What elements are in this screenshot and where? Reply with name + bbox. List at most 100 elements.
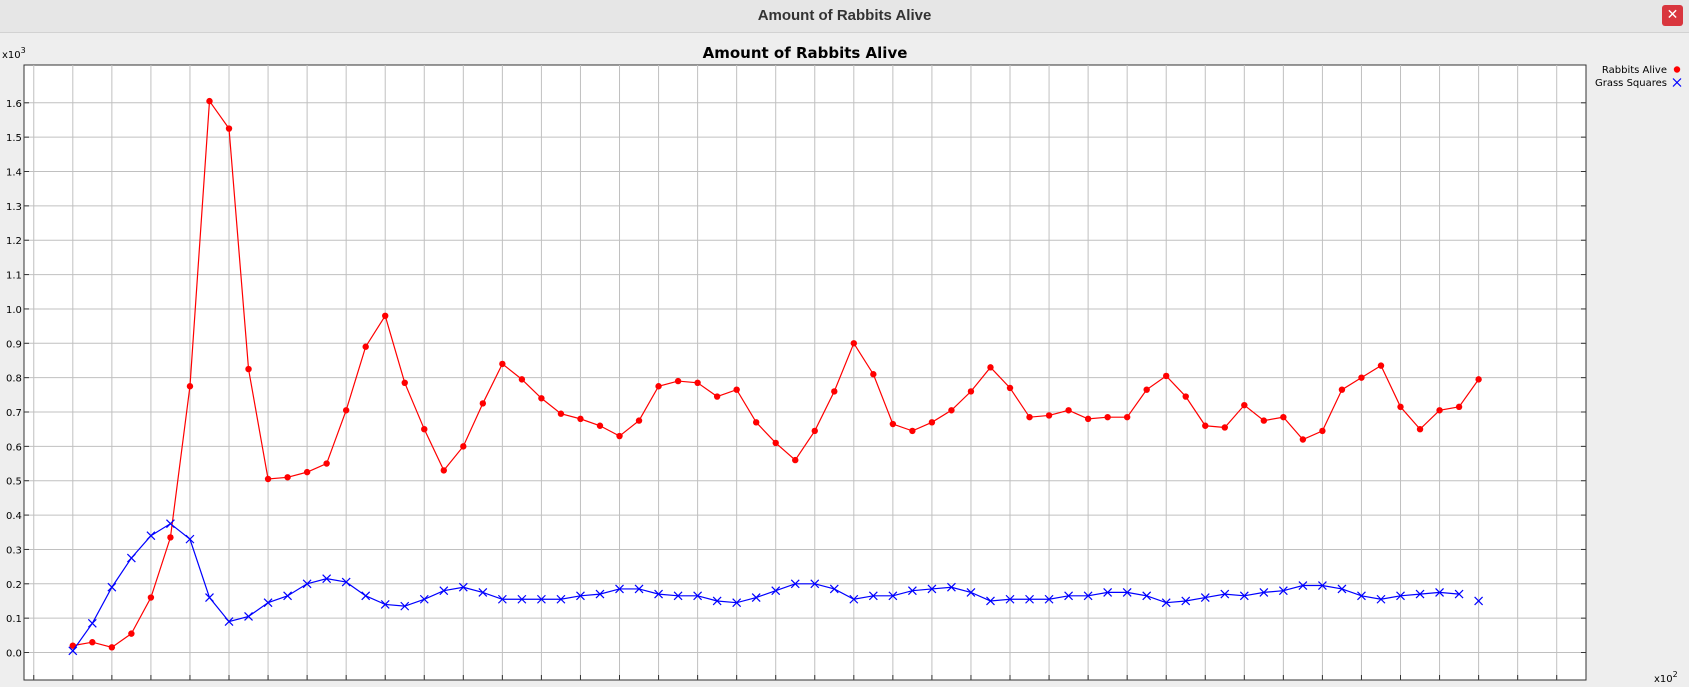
y-tick-label: 1.0 [6,305,22,316]
rabbits-alive-point [1143,386,1150,393]
rabbits-alive-point [499,360,506,368]
rabbits-alive-point [1065,407,1072,414]
grass-squares-point [1103,587,1113,597]
grass-squares-point [810,579,820,589]
grass-squares-point [1239,591,1249,601]
rabbits-alive-point [108,644,116,651]
chart-title: Amount of Rabbits Alive [703,44,908,62]
rabbits-alive-point [284,474,291,481]
grass-squares-point [829,584,839,594]
plot-area [23,64,1587,681]
legend-marker [1673,66,1681,73]
rabbits-alive-point [792,456,799,464]
line-chart: Amount of Rabbits Alive x103 x102 -0.20.… [0,33,1689,687]
rabbits-alive-point [694,379,701,387]
grass-squares-point [146,531,156,541]
grass-squares-point [263,598,273,608]
grass-squares-point [1278,586,1288,596]
grass-squares-point [693,591,703,601]
grass-squares-point [1161,598,1171,608]
rabbits-alive-point [577,415,584,423]
y-tick-label: 1.6 [6,99,22,110]
rabbits-alive-point [1123,413,1131,421]
rabbits-alive-point [1416,425,1424,433]
y-tick-label: 1.5 [6,133,22,144]
grass-squares-point [497,594,507,604]
rabbits-alive-point [225,125,233,132]
rabbits-alive-point [421,425,428,433]
y-tick-label: 1.3 [6,202,22,213]
rabbits-alive-point [1280,413,1287,421]
grass-squares-point [556,594,566,604]
rabbits-alive-point [811,427,818,435]
rabbits-alive-point [1221,424,1228,431]
grass-squares-point [1415,589,1425,599]
grass-squares-point [927,584,937,594]
rabbits-alive-point [460,443,467,450]
rabbits-alive-point [186,383,194,390]
legend-label: Rabbits Alive [1602,65,1667,76]
rabbits-alive-point [1377,362,1385,369]
y-tick-label: 0.5 [6,477,22,488]
rabbits-alive-point [323,460,330,467]
rabbits-alive-point [1084,415,1092,423]
window-title: Amount of Rabbits Alive [757,7,932,24]
grass-squares-point [1220,589,1230,599]
rabbits-alive-point [1299,436,1307,443]
grass-squares-point [205,593,214,602]
grass-squares-point [1025,594,1034,604]
close-button[interactable]: ✕ [1662,5,1683,26]
grass-squares-point [654,589,663,599]
grass-squares-point [68,646,78,656]
legend-marker [1672,78,1682,87]
legend-label: Grass Squares [1595,78,1667,89]
rabbits-alive-point [889,420,897,428]
rabbits-alive-point [1104,413,1111,421]
rabbits-alive-point [401,379,408,387]
window-titlebar: Amount of Rabbits Alive ✕ [0,0,1689,33]
rabbits-alive-point [928,419,936,426]
grass-squares-point [1396,591,1405,601]
grass-squares-point [1181,596,1191,606]
rabbits-alive-point [1319,427,1326,435]
grass-squares-point [517,594,527,604]
rabbits-alive-point [752,419,760,426]
grass-squares-point [712,596,722,606]
grass-squares-point [576,591,585,601]
rabbits-alive-point [772,439,779,447]
grass-squares-point [732,598,742,608]
rabbits-alive-point [1475,376,1482,383]
grass-squares-point [1142,591,1152,601]
y-multiplier-label: x103 [2,46,26,61]
grass-squares-point [400,601,410,611]
rabbits-alive-point [967,388,975,395]
rabbits-alive-point [1436,407,1443,414]
grass-squares-point [302,579,312,589]
grass-squares-point [595,589,605,599]
grass-squares-point [1435,587,1444,597]
y-tick-label: 1.2 [6,236,22,247]
grass-squares-line [72,522,1460,652]
grass-squares-point [126,553,136,563]
grass-squares-point [87,618,97,628]
rabbits-alive-point [1241,401,1248,409]
y-tick-label: 1.4 [6,168,22,179]
grass-squares-point [888,591,898,601]
grass-squares-point [673,591,683,601]
rabbits-alive-point [674,377,682,385]
grass-squares-point [322,574,332,584]
rabbits-alive-point [850,340,858,347]
grass-squares-point [849,594,859,604]
rabbits-alive-point [948,407,955,414]
rabbits-alive-point [870,371,877,378]
rabbits-alive-point [479,400,487,407]
rabbits-alive-point [1026,413,1033,421]
rabbits-alive-point [1397,403,1404,411]
grass-squares-point [1298,581,1308,590]
grass-squares-point [1259,587,1269,597]
rabbits-alive-point [538,395,545,402]
rabbits-alive-point [733,386,740,393]
rabbits-alive-point [303,468,311,476]
rabbits-alive-point [342,407,350,414]
grass-squares-series [68,519,1484,656]
